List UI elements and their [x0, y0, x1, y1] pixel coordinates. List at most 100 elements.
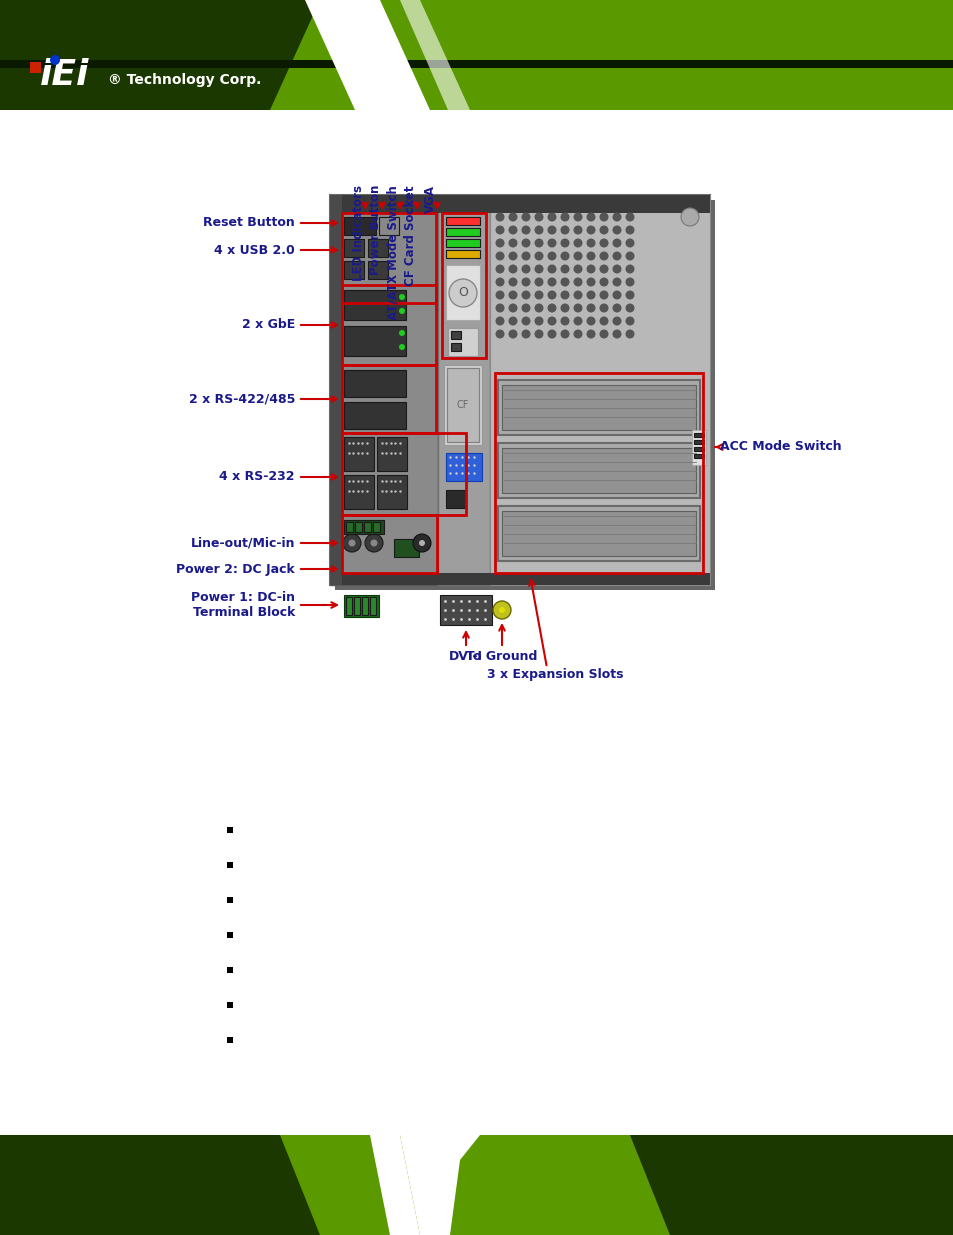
Circle shape: [534, 316, 543, 326]
Circle shape: [534, 212, 543, 221]
Text: CF Card Socket: CF Card Socket: [403, 185, 416, 285]
Circle shape: [498, 606, 504, 613]
Circle shape: [573, 330, 582, 338]
Bar: [344, 437, 374, 471]
Circle shape: [573, 290, 582, 300]
Circle shape: [493, 601, 511, 619]
Circle shape: [547, 278, 556, 287]
Circle shape: [508, 212, 517, 221]
Circle shape: [343, 534, 360, 552]
Circle shape: [560, 252, 569, 261]
Circle shape: [586, 212, 595, 221]
Bar: [501, 511, 696, 556]
Bar: [344, 370, 406, 396]
Circle shape: [370, 540, 377, 547]
Circle shape: [521, 264, 530, 273]
Bar: [344, 290, 406, 320]
Bar: [354, 597, 359, 615]
Bar: [344, 520, 384, 534]
Circle shape: [495, 212, 504, 221]
Bar: [447, 368, 478, 442]
Circle shape: [413, 534, 431, 552]
Bar: [344, 475, 374, 509]
Text: 2 x RS-422/485: 2 x RS-422/485: [189, 393, 294, 405]
Circle shape: [573, 252, 582, 261]
Bar: [364, 522, 371, 532]
Bar: [341, 212, 436, 303]
Text: Power Button: Power Button: [369, 185, 381, 275]
Bar: [368, 261, 388, 279]
Bar: [693, 454, 703, 458]
Circle shape: [534, 278, 543, 287]
Circle shape: [495, 238, 504, 247]
Circle shape: [508, 252, 517, 261]
Circle shape: [612, 316, 620, 326]
Polygon shape: [399, 1135, 479, 1235]
Circle shape: [598, 252, 608, 261]
Polygon shape: [0, 0, 953, 110]
Circle shape: [398, 308, 405, 314]
Circle shape: [534, 226, 543, 235]
Circle shape: [495, 290, 504, 300]
Circle shape: [418, 540, 424, 546]
Circle shape: [521, 212, 530, 221]
Circle shape: [612, 304, 620, 312]
Circle shape: [547, 290, 556, 300]
Circle shape: [625, 316, 634, 326]
Bar: [376, 475, 407, 509]
Bar: [441, 212, 485, 358]
Circle shape: [598, 226, 608, 235]
Circle shape: [625, 278, 634, 287]
Polygon shape: [399, 0, 470, 110]
Circle shape: [560, 226, 569, 235]
Text: CF: CF: [456, 400, 469, 410]
Bar: [497, 443, 700, 498]
Text: O: O: [457, 287, 468, 300]
Circle shape: [560, 212, 569, 221]
Bar: [451, 331, 460, 338]
Circle shape: [508, 290, 517, 300]
Text: iEi: iEi: [40, 58, 90, 91]
Circle shape: [625, 212, 634, 221]
Bar: [495, 373, 702, 573]
Circle shape: [534, 252, 543, 261]
Bar: [341, 285, 436, 366]
Bar: [330, 195, 341, 585]
Text: Line-out/Mic-in: Line-out/Mic-in: [191, 536, 294, 550]
Bar: [373, 522, 379, 532]
Circle shape: [560, 330, 569, 338]
Circle shape: [547, 304, 556, 312]
Bar: [497, 506, 700, 561]
Text: VGA: VGA: [423, 185, 436, 212]
Circle shape: [495, 316, 504, 326]
Circle shape: [534, 238, 543, 247]
Circle shape: [547, 264, 556, 273]
Circle shape: [521, 252, 530, 261]
Circle shape: [534, 264, 543, 273]
Circle shape: [560, 238, 569, 247]
Bar: [368, 240, 388, 257]
Circle shape: [586, 226, 595, 235]
Bar: [693, 447, 703, 451]
Circle shape: [598, 290, 608, 300]
Bar: [439, 595, 492, 625]
Circle shape: [547, 316, 556, 326]
Circle shape: [560, 290, 569, 300]
Circle shape: [495, 264, 504, 273]
Circle shape: [495, 226, 504, 235]
Circle shape: [534, 330, 543, 338]
Circle shape: [398, 330, 405, 336]
Bar: [346, 597, 352, 615]
Circle shape: [547, 226, 556, 235]
Bar: [451, 343, 460, 351]
Circle shape: [521, 278, 530, 287]
Bar: [346, 522, 353, 532]
Polygon shape: [0, 1135, 953, 1235]
Bar: [490, 195, 709, 585]
Circle shape: [560, 264, 569, 273]
Circle shape: [680, 207, 699, 226]
Circle shape: [612, 252, 620, 261]
Circle shape: [365, 534, 382, 552]
Circle shape: [348, 540, 355, 547]
Circle shape: [598, 238, 608, 247]
